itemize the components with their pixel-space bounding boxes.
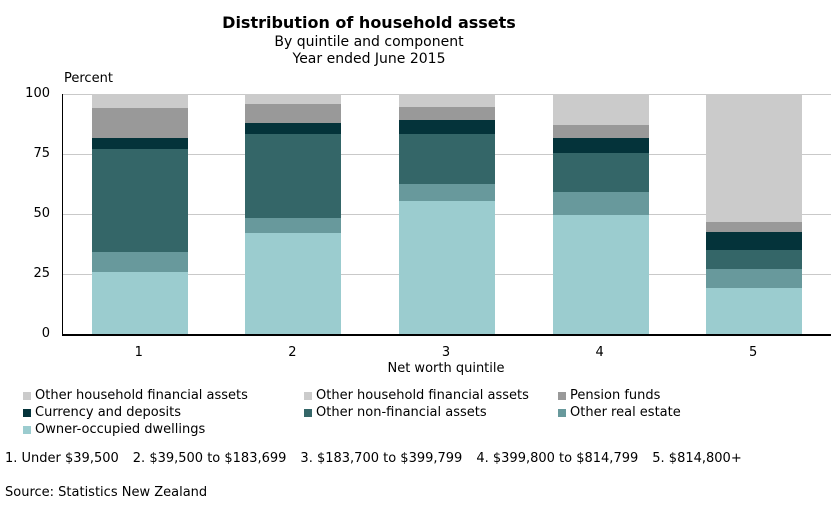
bar-q5-segment-pension-funds [706,222,803,232]
bar-quintile-2 [245,94,342,334]
legend-item-other-household-financial-assets: Other household financial assets [23,387,248,404]
bar-quintile-5 [706,94,803,334]
legend-item-currency-and-deposits: Currency and deposits [23,404,248,421]
legend-swatch-pension-funds [558,391,566,400]
bar-q5-segment-currency-and-deposits [706,232,803,250]
bar-q5-segment-other-real-estate [706,269,803,289]
legend-item-other-non-financial-assets: Other non-financial assets [304,404,529,421]
bar-q1-segment-other-real-estate [91,252,188,272]
bar-q1-segment-owner-occupied-dwellings [91,271,188,334]
bar-q2-segment-owner-occupied-dwellings [245,233,342,334]
chart-header: Distribution of household assets By quin… [0,12,738,68]
footnote-item-3: 3. $183,700 to $399,799 [300,451,463,466]
y-tick-label-100: 100 [25,86,50,101]
legend-item-other-household-financial-assets: Other household financial assets [304,387,529,404]
bar-q4-segment-currency-and-deposits [552,138,649,153]
y-tick-label-50: 50 [33,206,50,221]
x-tick-label-5: 5 [749,345,758,360]
bar-q1-segment-pension-funds [91,108,188,139]
footnote-item-5: 5. $814,800+ [652,451,742,466]
bar-q3-segment-other-household-financial-assets [399,94,495,108]
legend-swatch-other-non-financial-assets [304,408,312,417]
bar-quintile-1 [91,94,188,334]
bar-q5-segment-other-household-financial-assets [706,94,803,223]
legend-swatch-other-household-financial-assets [23,391,31,400]
legend-item-other-real-estate: Other real estate [558,404,681,421]
bar-q3-segment-pension-funds [399,107,495,121]
legend-label: Other household financial assets [35,388,248,403]
y-axis-label: Percent [64,71,113,86]
bar-q1-segment-currency-and-deposits [91,138,188,150]
source-note: Source: Statistics New Zealand [5,485,208,500]
bar-q4-segment-other-non-financial-assets [552,152,649,193]
legend-label: Owner-occupied dwellings [35,422,206,437]
legend-label: Pension funds [570,388,661,403]
legend-label: Currency and deposits [35,405,182,420]
footnote-item-1: 1. Under $39,500 [5,451,119,466]
x-tick-label-1: 1 [134,345,143,360]
legend-swatch-other-real-estate [558,408,566,417]
chart-period: Year ended June 2015 [292,51,446,67]
bar-q3-segment-owner-occupied-dwellings [399,200,495,334]
bar-q4-segment-owner-occupied-dwellings [552,215,649,334]
legend-label: Other non-financial assets [316,405,487,420]
y-tick-label-25: 25 [33,266,50,281]
bar-q1-segment-other-household-financial-assets [91,94,188,109]
chart-title: Distribution of household assets [222,13,516,32]
legend-swatch-currency-and-deposits [23,408,31,417]
bar-q3-segment-other-real-estate [399,184,495,201]
legend-label: Other household financial assets [316,388,529,403]
bar-q3-segment-other-non-financial-assets [399,133,495,184]
bar-q2-segment-other-household-financial-assets [245,94,342,104]
legend-column-1: Other household financial assets Currency… [23,387,248,438]
legend-column-2: Other household financial assets Other no… [304,387,529,421]
legend-swatch-owner-occupied-dwellings [23,425,31,434]
bar-q2-segment-currency-and-deposits [245,122,342,134]
chart-subtitle: By quintile and component [274,34,464,50]
footnote-item-4: 4. $399,800 to $814,799 [476,451,639,466]
bar-quintile-4 [552,94,649,334]
bar-q4-segment-pension-funds [552,125,649,139]
bar-quintile-3 [399,94,495,334]
y-tick-label-75: 75 [33,146,50,161]
bar-q3-segment-currency-and-deposits [399,120,495,134]
x-tick-label-3: 3 [441,345,451,360]
footnotes: 1. Under $39,500 2. $39,500 to $183,699 3.… [5,451,756,466]
bar-q2-segment-other-non-financial-assets [245,133,342,218]
bar-q4-segment-other-household-financial-assets [552,94,649,126]
x-tick-label-2: 2 [288,345,297,360]
y-tick-label-0: 0 [41,326,50,341]
bar-q1-segment-other-non-financial-assets [91,149,188,253]
bar-q2-segment-other-real-estate [245,217,342,234]
bar-q5-segment-owner-occupied-dwellings [706,288,803,334]
bar-q5-segment-other-non-financial-assets [706,250,803,270]
x-tick-label-4: 4 [595,345,604,360]
legend-column-3: Pension funds Other real estate [558,387,681,421]
bar-q4-segment-other-real-estate [552,192,649,216]
x-axis-label: Net worth quintile [387,361,505,376]
footnote-item-2: 2. $39,500 to $183,699 [132,451,287,466]
legend-swatch-other-household-financial-assets [304,391,312,400]
bar-q2-segment-pension-funds [245,103,342,123]
legend-label: Other real estate [570,405,681,420]
legend-item-owner-occupied-dwellings: Owner-occupied dwellings [23,421,248,438]
legend-item-pension-funds: Pension funds [558,387,681,404]
plot-area [62,94,831,336]
